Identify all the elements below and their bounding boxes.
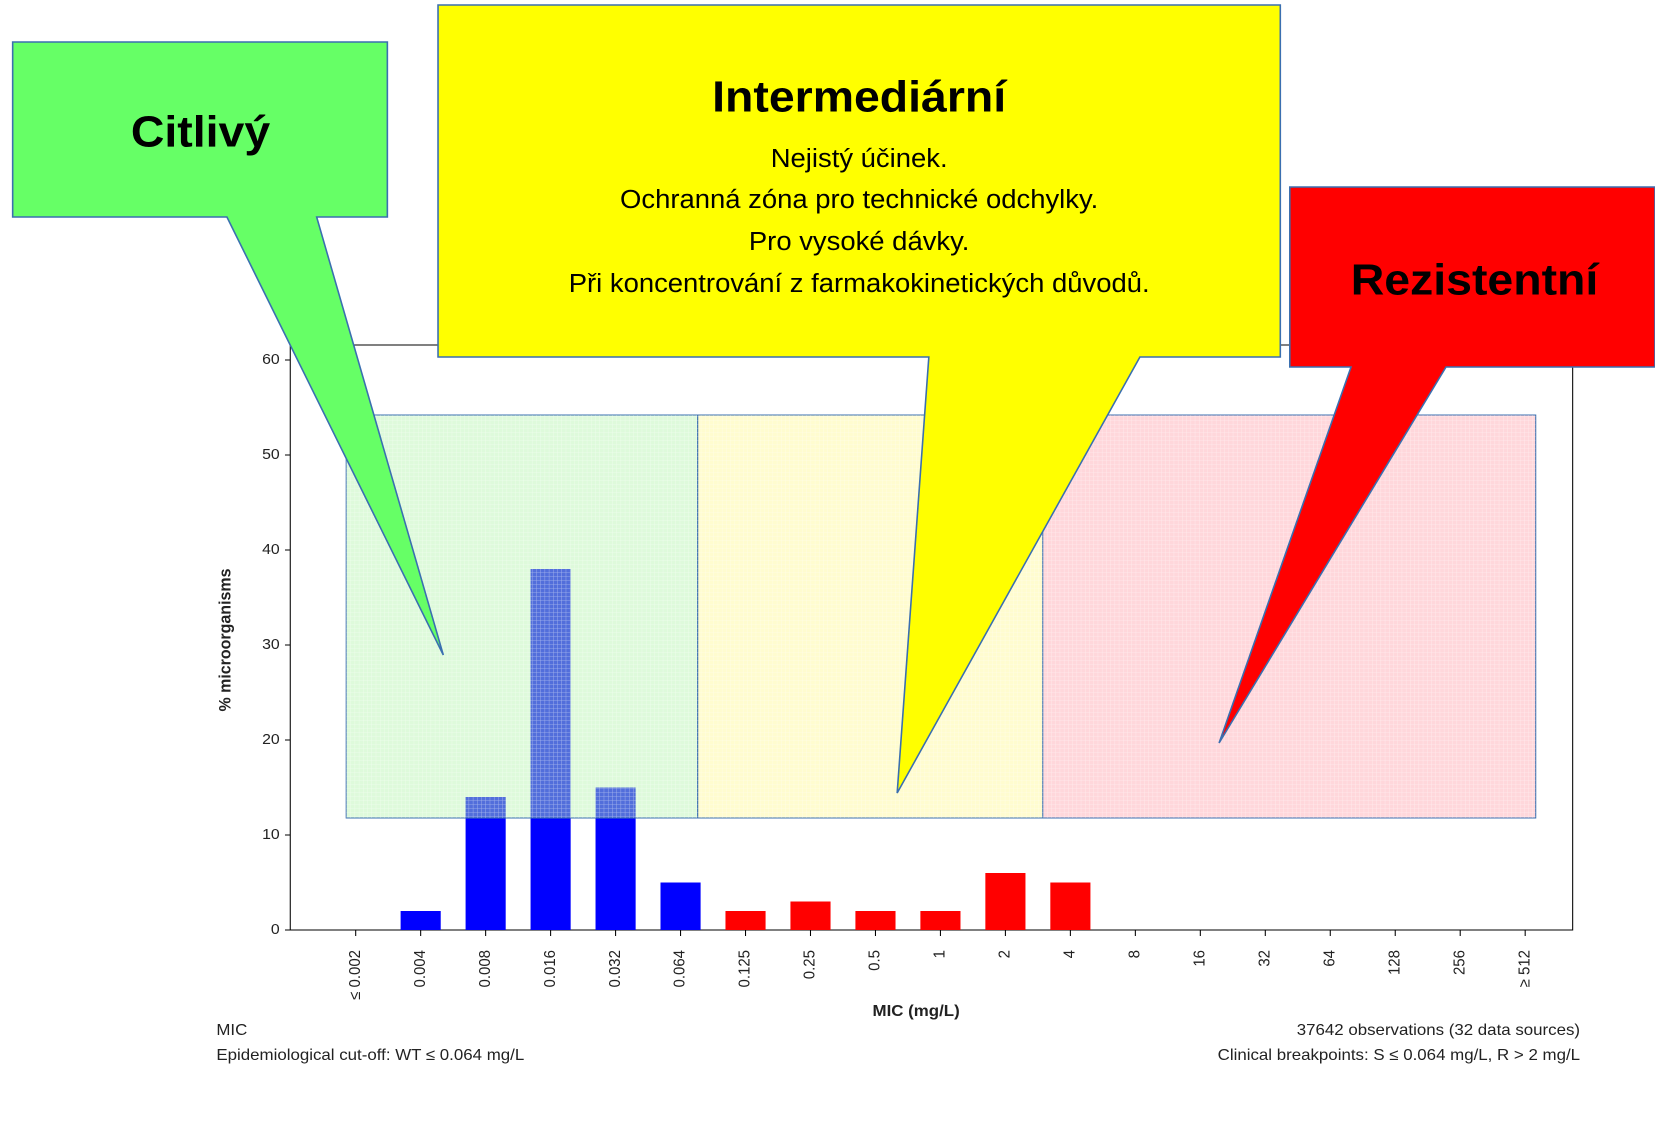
callouts: Citlivý Intermediární Nejistý účinek. Oc… <box>11 4 1655 794</box>
x-axis-label: MIC (mg/L) <box>873 1003 960 1021</box>
bar <box>660 882 701 930</box>
x-tick-label: ≤ 0.002 <box>347 950 364 1000</box>
x-tick-label: 64 <box>1321 950 1338 967</box>
x-tick-label: 0.016 <box>541 950 558 988</box>
bar <box>920 911 961 930</box>
x-tick-label: 2 <box>996 950 1013 958</box>
y-tick-label: 50 <box>262 446 280 463</box>
x-tick-label: 4 <box>1061 950 1078 959</box>
x-tick-label: 1 <box>931 950 948 958</box>
bar <box>400 911 441 930</box>
x-tick-label: 0.004 <box>412 950 429 988</box>
y-tick-label: 20 <box>262 731 280 748</box>
x-tick-label: ≥ 512 <box>1516 950 1533 987</box>
callout-title: Intermediární <box>712 72 1008 122</box>
callout-susceptible <box>11 41 445 656</box>
footer-right: 37642 observations (32 data sources) <box>1297 1022 1580 1040</box>
bar <box>465 797 506 930</box>
callout-intermediate <box>437 4 1282 794</box>
callout-resistant <box>1218 186 1655 744</box>
x-tick-label: 128 <box>1386 950 1403 975</box>
footer-right: Clinical breakpoints: S ≤ 0.064 mg/L, R … <box>1218 1047 1580 1065</box>
y-tick-label: 10 <box>262 826 280 843</box>
callout-line: Pro vysoké dávky. <box>749 227 970 256</box>
x-tick-label: 32 <box>1256 950 1273 967</box>
bar <box>790 901 831 930</box>
x-tick-label: 0.125 <box>736 950 753 988</box>
callout-title: Rezistentní <box>1351 255 1600 305</box>
y-axis-label: % microorganisms <box>216 568 234 711</box>
callout-line: Nejistý účinek. <box>771 144 948 173</box>
footer-left: Epidemiological cut-off: WT ≤ 0.064 mg/L <box>216 1047 524 1065</box>
x-tick-label: 0.032 <box>606 950 623 988</box>
y-tick-label: 0 <box>271 921 280 938</box>
x-tick-label: 0.5 <box>866 950 883 971</box>
bar <box>985 873 1026 930</box>
x-tick-label: 16 <box>1191 950 1208 967</box>
y-tick-label: 40 <box>262 541 280 558</box>
y-tick-label: 30 <box>262 636 280 653</box>
bar <box>1050 882 1091 930</box>
x-tick-label: 0.25 <box>801 950 818 979</box>
x-tick-label: 8 <box>1126 950 1143 958</box>
x-tick-label: 0.008 <box>476 950 493 988</box>
x-tick-label: 0.064 <box>671 950 688 988</box>
y-tick-label: 60 <box>262 351 280 368</box>
callout-title: Citlivý <box>131 107 270 157</box>
bar <box>855 911 896 930</box>
x-tick-label: 256 <box>1451 950 1468 975</box>
callout-line: Při koncentrování z farmakokinetických d… <box>569 269 1150 298</box>
callout-line: Ochranná zóna pro technické odchylky. <box>620 185 1098 214</box>
bar <box>725 911 766 930</box>
footer-left: MIC <box>216 1022 247 1040</box>
